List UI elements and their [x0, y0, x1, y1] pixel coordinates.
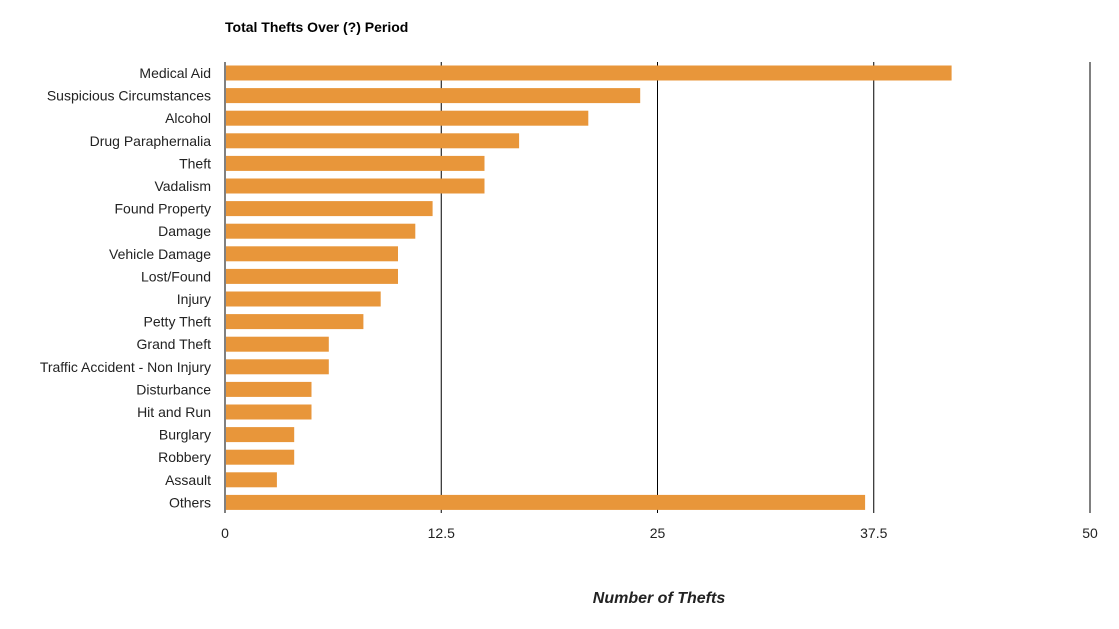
category-label: Grand Theft — [137, 336, 212, 352]
category-label: Hit and Run — [137, 404, 211, 420]
category-labels: Medical Aid Suspicious Circumstances Alcoh… — [40, 65, 211, 510]
gridlines — [440, 62, 1091, 513]
bar — [226, 201, 433, 217]
category-label: Medical Aid — [139, 65, 211, 81]
bar — [226, 65, 952, 81]
category-label: Burglary — [159, 427, 211, 443]
x-axis-ticks: 0 12.5 25 37.5 50 — [221, 525, 1098, 541]
bar — [226, 449, 295, 465]
category-label: Theft — [179, 155, 211, 171]
x-tick-label: 50 — [1082, 525, 1098, 541]
bar — [226, 246, 398, 262]
x-tick-label: 0 — [221, 525, 229, 541]
x-axis-title: Number of Thefts — [593, 590, 726, 607]
bar — [226, 404, 312, 420]
chart-title: Total Thefts Over (?) Period — [225, 19, 408, 35]
bar — [226, 268, 398, 284]
bar — [226, 110, 589, 126]
category-label: Vadalism — [154, 178, 211, 194]
bars — [226, 65, 952, 510]
bar — [226, 381, 312, 397]
x-tick-label: 25 — [650, 525, 666, 541]
category-label: Disturbance — [136, 381, 211, 397]
bar — [226, 223, 416, 239]
category-label: Lost/Found — [141, 268, 211, 284]
category-label: Vehicle Damage — [109, 246, 211, 262]
category-label: Others — [169, 494, 211, 510]
category-label: Assault — [165, 472, 211, 488]
category-label: Petty Theft — [144, 314, 212, 330]
category-label: Suspicious Circumstances — [47, 88, 211, 104]
category-label: Robbery — [158, 449, 211, 465]
bar — [226, 359, 329, 375]
category-label: Traffic Accident - Non Injury — [40, 359, 211, 375]
category-label: Injury — [177, 291, 211, 307]
bar — [226, 133, 520, 149]
bar — [226, 291, 381, 307]
bar — [226, 155, 485, 171]
x-tick-label: 12.5 — [428, 525, 455, 541]
bar — [226, 314, 364, 330]
bar — [226, 88, 641, 104]
category-label: Found Property — [115, 201, 212, 217]
category-label: Damage — [158, 223, 211, 239]
bar — [226, 336, 329, 352]
bar — [226, 472, 277, 488]
category-label: Alcohol — [165, 110, 211, 126]
category-label: Drug Paraphernalia — [90, 133, 212, 149]
x-tick-label: 37.5 — [860, 525, 887, 541]
bar — [226, 494, 866, 510]
bar — [226, 427, 295, 443]
bar — [226, 178, 485, 194]
